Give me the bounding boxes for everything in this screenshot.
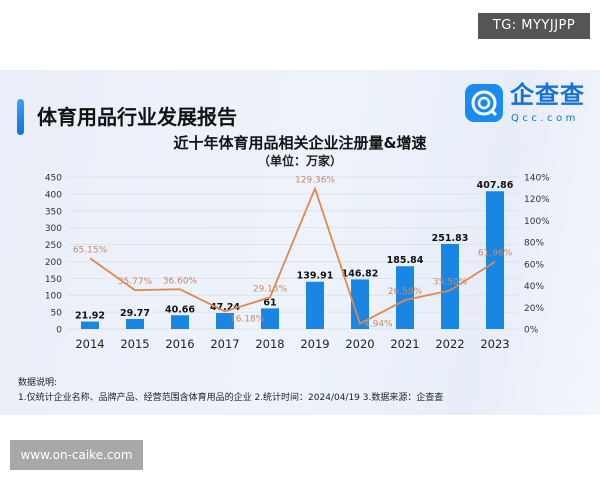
left-axis-tick: 0 xyxy=(56,326,62,336)
bar xyxy=(261,308,279,329)
line-label: 35.77% xyxy=(118,277,153,287)
bar xyxy=(351,279,369,329)
bar xyxy=(306,281,324,329)
right-axis-tick: 120% xyxy=(524,195,550,205)
report-panel: 体育用品行业发展报告 企查查 Qcc.com 近十年体育用品相关企业注册量&增速… xyxy=(0,70,600,415)
line-label: 16.18% xyxy=(230,314,265,324)
chart-title: 近十年体育用品相关企业注册量&增速 xyxy=(173,134,427,152)
bar-label: 185.84 xyxy=(387,255,424,266)
right-axis-tick: 40% xyxy=(524,282,544,292)
bar xyxy=(486,191,504,329)
bar xyxy=(126,318,144,329)
x-axis-tick: 2016 xyxy=(165,337,194,351)
x-axis-tick: 2014 xyxy=(75,337,104,351)
title-accent-bar xyxy=(17,99,24,135)
line-label: 36.60% xyxy=(163,276,198,286)
chart-subtitle: （单位：万家） xyxy=(257,154,342,168)
right-axis-tick: 100% xyxy=(524,217,550,227)
bar-label: 40.66 xyxy=(165,304,195,315)
x-axis-tick: 2020 xyxy=(345,337,374,351)
x-axis-tick: 2017 xyxy=(210,337,239,351)
bar-label: 61 xyxy=(263,297,276,308)
x-axis-tick: 2019 xyxy=(300,337,329,351)
left-axis-tick: 250 xyxy=(45,241,62,251)
x-axis-tick: 2015 xyxy=(120,337,149,351)
right-axis-tick: 140% xyxy=(524,174,550,184)
x-axis-tick: 2022 xyxy=(435,337,464,351)
bar xyxy=(396,266,414,329)
bar-label: 47.24 xyxy=(210,302,240,313)
growth-line xyxy=(89,185,496,325)
left-axis-tick: 50 xyxy=(51,309,63,319)
notes-heading: 数据说明: xyxy=(18,378,58,388)
bar-label: 21.92 xyxy=(75,311,105,322)
left-axis-tick: 400 xyxy=(45,190,62,200)
qcc-logo-icon xyxy=(465,84,503,122)
bar-label: 251.83 xyxy=(432,233,469,244)
left-axis-tick: 300 xyxy=(45,224,62,234)
line-label: 4.94% xyxy=(364,320,393,330)
tg-badge: TG: MYYJJPP xyxy=(478,13,590,39)
right-axis-tick: 80% xyxy=(524,239,544,249)
x-axis-tick: 2021 xyxy=(390,337,419,351)
line-label: 35.50% xyxy=(433,277,468,287)
bar-label: 139.91 xyxy=(297,271,334,282)
left-axis-tick: 100 xyxy=(45,292,62,302)
bar xyxy=(171,315,189,329)
line-label: 29.13% xyxy=(253,284,288,294)
right-axis-tick: 60% xyxy=(524,260,544,270)
right-axis-tick: 0% xyxy=(524,326,539,336)
bar xyxy=(441,243,459,329)
line-label: 61.96% xyxy=(478,249,513,259)
left-axis-tick: 350 xyxy=(45,207,62,217)
line-label: 129.36% xyxy=(295,176,335,186)
bar xyxy=(216,313,234,329)
watermark: www.on-caike.com xyxy=(10,440,143,470)
report-title: 体育用品行业发展报告 xyxy=(37,105,237,129)
x-axis-tick: 2018 xyxy=(255,337,284,351)
left-axis-tick: 450 xyxy=(45,174,62,184)
left-axis-tick: 150 xyxy=(45,275,62,285)
line-label: 26.58% xyxy=(388,287,423,297)
line-label: 65.15% xyxy=(73,245,108,255)
bar-label: 146.82 xyxy=(342,268,379,279)
logo-text-en: Qcc.com xyxy=(511,113,579,124)
bar-label: 29.77 xyxy=(120,308,150,319)
logo-text-cn: 企查查 xyxy=(510,81,585,109)
notes-text: 1.仅统计企业名称、品牌产品、经营范围含体育用品的企业 2.统计时间：2024/… xyxy=(18,393,444,403)
qcc-logo: 企查查 Qcc.com xyxy=(465,81,590,130)
right-axis-tick: 20% xyxy=(524,304,544,314)
left-axis-tick: 200 xyxy=(45,258,62,268)
bar-label: 407.86 xyxy=(477,180,514,191)
bar xyxy=(81,321,99,329)
x-axis-tick: 2023 xyxy=(480,337,509,351)
